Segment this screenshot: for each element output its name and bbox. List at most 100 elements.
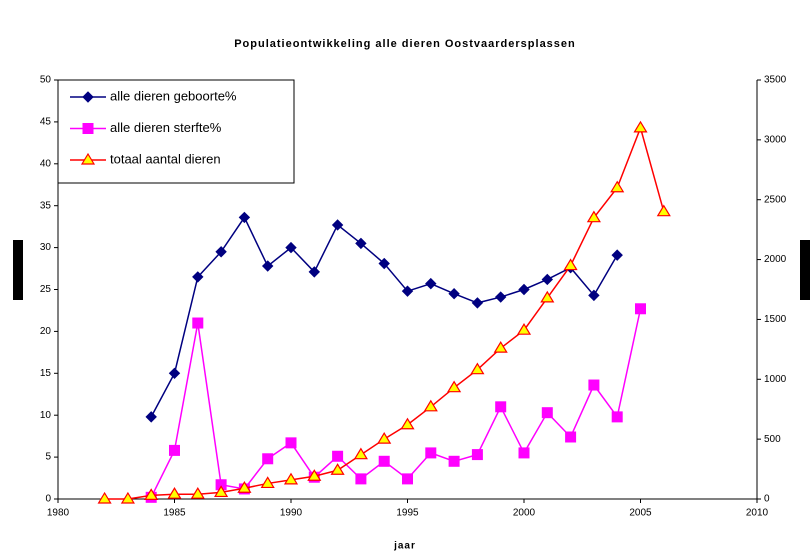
y2-tick-label: 3500 <box>764 75 787 86</box>
marker <box>214 485 229 498</box>
marker <box>402 473 413 485</box>
chart-title: Populatieontwikkeling alle dieren Oostva… <box>234 38 576 50</box>
marker <box>400 417 415 430</box>
marker <box>307 469 322 481</box>
marker <box>611 249 623 261</box>
x-tick-label: 1985 <box>163 508 186 519</box>
y2-tick-label: 1000 <box>764 374 787 385</box>
marker <box>425 447 437 459</box>
series-line <box>150 308 642 498</box>
marker <box>493 340 508 353</box>
marker <box>518 283 530 296</box>
x-tick-label: 2000 <box>513 508 536 519</box>
marker <box>192 271 204 283</box>
x-tick-label: 2005 <box>629 508 652 519</box>
marker <box>97 491 112 504</box>
y2-tick-label: 2500 <box>764 194 787 205</box>
marker <box>588 379 600 391</box>
marker <box>355 237 367 250</box>
legend-marker <box>82 123 94 134</box>
marker <box>633 120 648 133</box>
marker <box>471 297 484 309</box>
y-axis-label-box <box>13 240 23 300</box>
marker <box>167 487 182 499</box>
y-tick-label: 35 <box>40 200 52 211</box>
marker <box>261 260 274 272</box>
marker <box>355 473 367 485</box>
marker <box>448 287 460 300</box>
legend-marker <box>82 91 94 103</box>
marker <box>495 401 507 413</box>
marker <box>260 476 275 489</box>
marker <box>541 273 554 286</box>
marker <box>586 210 601 223</box>
marker <box>353 447 368 460</box>
x-tick-label: 1980 <box>47 508 70 519</box>
marker <box>331 219 344 231</box>
marker <box>494 291 507 303</box>
marker <box>262 453 274 465</box>
marker <box>308 266 321 278</box>
marker <box>656 204 671 217</box>
marker <box>401 285 414 297</box>
marker <box>168 367 181 380</box>
marker <box>425 277 437 290</box>
y-tick-label: 50 <box>40 75 52 86</box>
marker <box>448 455 460 467</box>
marker <box>330 463 345 475</box>
y2-axis-label-box <box>800 240 810 300</box>
marker <box>423 399 438 412</box>
marker <box>238 211 251 224</box>
marker <box>540 290 555 303</box>
legend-label: alle dieren sterfte% <box>110 120 222 135</box>
marker <box>588 289 600 302</box>
marker <box>285 241 297 254</box>
x-tick-label: 1990 <box>280 508 303 519</box>
marker <box>518 447 530 459</box>
marker <box>611 411 623 423</box>
y2-tick-label: 500 <box>764 434 781 445</box>
y2-tick-label: 3000 <box>764 134 787 145</box>
marker <box>378 257 390 270</box>
y2-tick-label: 0 <box>764 494 770 505</box>
y-tick-label: 30 <box>40 242 52 253</box>
x-tick-label: 2010 <box>746 508 769 519</box>
marker <box>610 180 625 193</box>
y-tick-label: 25 <box>40 284 52 295</box>
x-tick-label: 1995 <box>396 508 419 519</box>
marker <box>377 431 392 444</box>
marker <box>145 411 157 423</box>
marker <box>635 303 646 315</box>
marker <box>285 437 297 449</box>
marker <box>516 323 532 335</box>
marker <box>169 444 180 456</box>
legend-marker <box>80 152 96 165</box>
marker <box>378 455 390 467</box>
y-tick-label: 45 <box>40 117 52 128</box>
y-tick-label: 15 <box>40 368 52 379</box>
y-tick-label: 40 <box>40 158 52 169</box>
marker <box>563 258 578 271</box>
y-tick-label: 0 <box>45 494 51 505</box>
marker <box>283 472 299 485</box>
marker <box>144 488 159 501</box>
marker <box>541 407 553 419</box>
marker <box>192 317 204 329</box>
y2-tick-label: 1500 <box>764 314 787 325</box>
y-tick-label: 5 <box>45 452 51 463</box>
y-tick-label: 20 <box>40 326 52 337</box>
marker <box>215 246 227 258</box>
marker <box>471 449 483 461</box>
marker <box>332 450 344 462</box>
x-axis-label: jaar <box>393 541 416 552</box>
y-tick-label: 10 <box>40 410 52 421</box>
legend-label: alle dieren geboorte% <box>110 88 237 103</box>
marker <box>470 362 485 375</box>
marker <box>237 481 252 493</box>
marker <box>447 380 462 393</box>
y2-tick-label: 2000 <box>764 254 787 265</box>
marker <box>120 491 135 504</box>
marker <box>190 487 205 499</box>
marker <box>565 431 577 443</box>
